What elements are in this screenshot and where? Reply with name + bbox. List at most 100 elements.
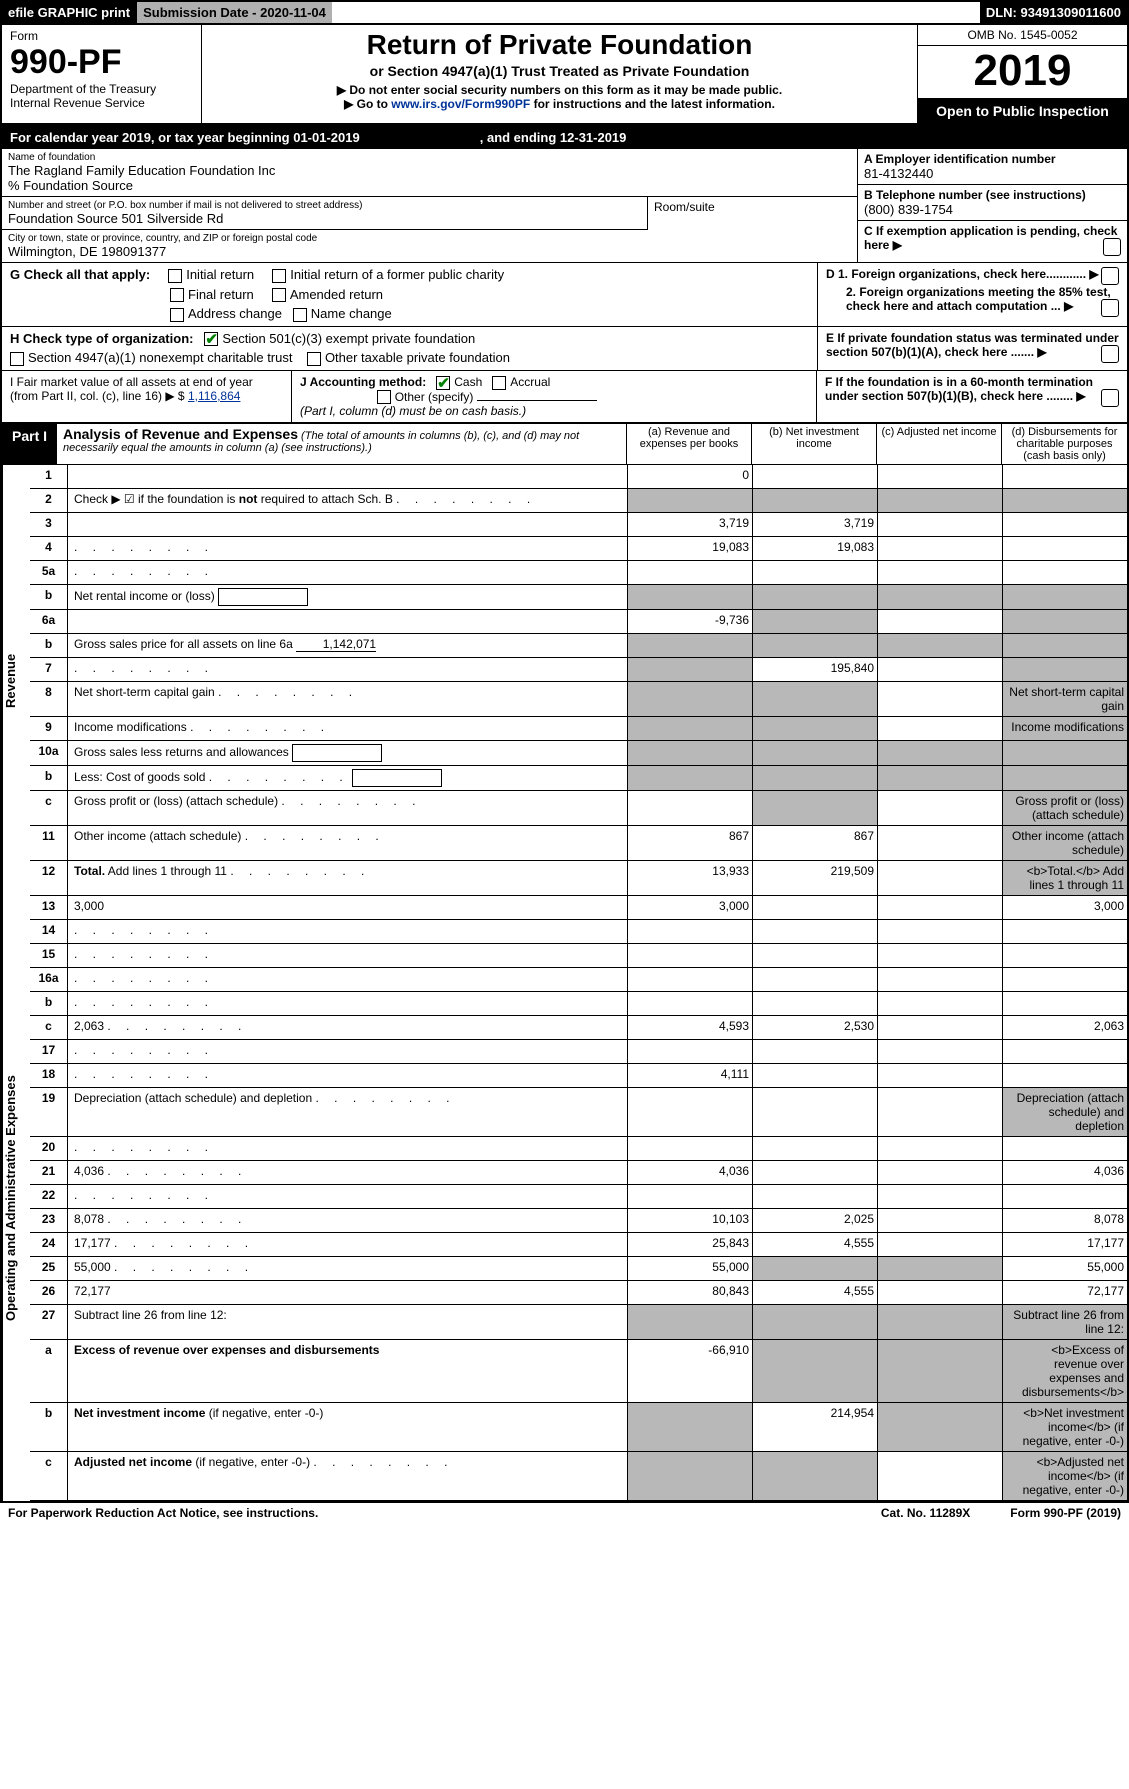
line-desc: . . . . . . . . bbox=[68, 1137, 627, 1160]
value-col-c bbox=[877, 717, 1002, 740]
omb: OMB No. 1545-0052 bbox=[918, 25, 1127, 46]
cal-end: , and ending 12-31-2019 bbox=[480, 130, 627, 145]
line-desc: Gross sales price for all assets on line… bbox=[68, 634, 627, 657]
value-col-b bbox=[752, 968, 877, 991]
h-4947[interactable] bbox=[10, 352, 24, 366]
line-desc: Net investment income (if negative, ente… bbox=[68, 1403, 627, 1451]
j-accrual[interactable] bbox=[492, 376, 506, 390]
tax-year: 2019 bbox=[918, 46, 1127, 99]
line-number: 27 bbox=[30, 1305, 68, 1339]
value-col-d bbox=[1002, 537, 1127, 560]
g-name[interactable] bbox=[293, 308, 307, 322]
value-col-a bbox=[627, 766, 752, 790]
value-col-a bbox=[627, 1040, 752, 1063]
table-row: 7 . . . . . . . .195,840 bbox=[30, 658, 1127, 682]
table-row: 10aGross sales less returns and allowanc… bbox=[30, 741, 1127, 766]
value-col-b bbox=[752, 992, 877, 1015]
value-col-d: Gross profit or (loss) (attach schedule) bbox=[1002, 791, 1127, 825]
info-left: Name of foundation The Ragland Family Ed… bbox=[2, 149, 857, 262]
value-col-a bbox=[627, 585, 752, 609]
irs-link[interactable]: www.irs.gov/Form990PF bbox=[391, 97, 530, 111]
value-col-c bbox=[877, 1281, 1002, 1304]
g-initial[interactable] bbox=[168, 269, 182, 283]
ein-val: 81-4132440 bbox=[864, 166, 1121, 181]
value-col-d: <b>Excess of revenue over expenses and d… bbox=[1002, 1340, 1127, 1402]
value-col-b bbox=[752, 920, 877, 943]
city-lbl: City or town, state or province, country… bbox=[8, 233, 851, 244]
line-number: 21 bbox=[30, 1161, 68, 1184]
value-col-b bbox=[752, 1257, 877, 1280]
value-col-c bbox=[877, 682, 1002, 716]
g-initial-former[interactable] bbox=[272, 269, 286, 283]
c-lbl: C If exemption application is pending, c… bbox=[864, 224, 1117, 252]
value-col-b bbox=[752, 1088, 877, 1136]
value-col-d bbox=[1002, 741, 1127, 765]
value-col-d bbox=[1002, 1185, 1127, 1208]
header-right: OMB No. 1545-0052 2019 Open to Public In… bbox=[917, 25, 1127, 123]
value-col-c bbox=[877, 1233, 1002, 1256]
j-cash[interactable] bbox=[436, 376, 450, 390]
value-col-b: 4,555 bbox=[752, 1233, 877, 1256]
d1-checkbox[interactable] bbox=[1101, 267, 1119, 285]
value-col-c bbox=[877, 741, 1002, 765]
g-amended[interactable] bbox=[272, 288, 286, 302]
i-val: 1,116,864 bbox=[188, 389, 241, 403]
h-other[interactable] bbox=[307, 352, 321, 366]
value-col-b bbox=[752, 489, 877, 512]
d2-checkbox[interactable] bbox=[1101, 299, 1119, 317]
value-col-d: 3,000 bbox=[1002, 896, 1127, 919]
value-col-b bbox=[752, 896, 877, 919]
value-col-a bbox=[627, 1137, 752, 1160]
footer: For Paperwork Reduction Act Notice, see … bbox=[0, 1503, 1129, 1523]
h-501c3[interactable] bbox=[204, 332, 218, 346]
line-number: 3 bbox=[30, 513, 68, 536]
table-row: c2,063 . . . . . . . .4,5932,5302,063 bbox=[30, 1016, 1127, 1040]
f-checkbox[interactable] bbox=[1101, 389, 1119, 407]
value-col-c bbox=[877, 1257, 1002, 1280]
c-checkbox[interactable] bbox=[1103, 238, 1121, 256]
value-col-d: <b>Adjusted net income</b> (if negative,… bbox=[1002, 1452, 1127, 1500]
table-row: cGross profit or (loss) (attach schedule… bbox=[30, 791, 1127, 826]
line-desc bbox=[68, 513, 627, 536]
value-col-d bbox=[1002, 992, 1127, 1015]
value-col-a: 4,593 bbox=[627, 1016, 752, 1039]
g-address[interactable] bbox=[170, 308, 184, 322]
footer-cat: Cat. No. 11289X bbox=[881, 1506, 970, 1520]
table-row: 17 . . . . . . . . bbox=[30, 1040, 1127, 1064]
value-col-b bbox=[752, 585, 877, 609]
calendar-row: For calendar year 2019, or tax year begi… bbox=[2, 126, 1127, 149]
line-desc: . . . . . . . . bbox=[68, 992, 627, 1015]
j-other[interactable] bbox=[377, 390, 391, 404]
value-col-d bbox=[1002, 513, 1127, 536]
table-row: bNet rental income or (loss) bbox=[30, 585, 1127, 610]
col-c: (c) Adjusted net income bbox=[877, 424, 1002, 464]
info-right: A Employer identification number 81-4132… bbox=[857, 149, 1127, 262]
line-desc: . . . . . . . . bbox=[68, 1185, 627, 1208]
note1: ▶ Do not enter social security numbers o… bbox=[210, 83, 909, 97]
value-col-b bbox=[752, 1452, 877, 1500]
line-desc: Less: Cost of goods sold . . . . . . . . bbox=[68, 766, 627, 790]
value-col-c bbox=[877, 634, 1002, 657]
form-title: Return of Private Foundation bbox=[210, 29, 909, 61]
i-cell: I Fair market value of all assets at end… bbox=[2, 371, 292, 423]
table-row: 27Subtract line 26 from line 12:Subtract… bbox=[30, 1305, 1127, 1340]
e-checkbox[interactable] bbox=[1101, 345, 1119, 363]
room-cell: Room/suite bbox=[647, 197, 857, 230]
j-other-line bbox=[477, 400, 597, 401]
j-note: (Part I, column (d) must be on cash basi… bbox=[300, 404, 526, 418]
d1: D 1. Foreign organizations, check here..… bbox=[826, 267, 1086, 281]
phone-val: (800) 839-1754 bbox=[864, 202, 1121, 217]
value-col-d bbox=[1002, 920, 1127, 943]
value-col-d bbox=[1002, 489, 1127, 512]
value-col-a: -9,736 bbox=[627, 610, 752, 633]
table-row: 214,036 . . . . . . . .4,0364,036 bbox=[30, 1161, 1127, 1185]
revenue-sidebar: Revenue bbox=[2, 465, 30, 896]
value-col-a: 3,719 bbox=[627, 513, 752, 536]
value-col-d bbox=[1002, 634, 1127, 657]
value-col-a: 4,036 bbox=[627, 1161, 752, 1184]
g-final[interactable] bbox=[170, 288, 184, 302]
h-lbl: H Check type of organization: bbox=[10, 331, 193, 346]
efile-label: efile GRAPHIC print bbox=[2, 2, 136, 23]
e-right: E If private foundation status was termi… bbox=[817, 327, 1127, 370]
value-col-c bbox=[877, 1064, 1002, 1087]
